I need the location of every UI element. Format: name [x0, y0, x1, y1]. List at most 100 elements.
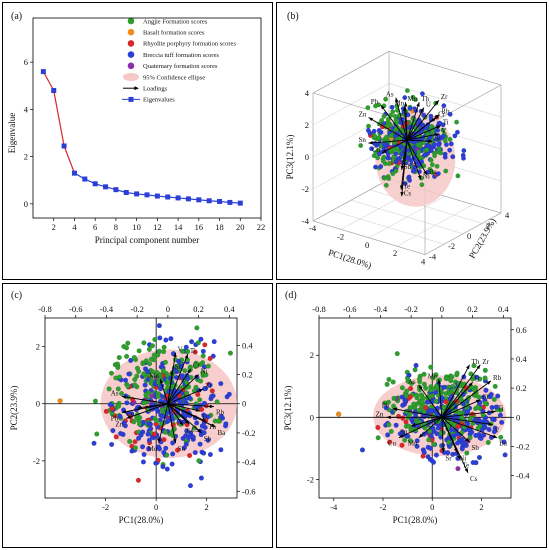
score-point: [471, 363, 477, 369]
loading-label: U: [475, 375, 480, 383]
score-point: [430, 375, 436, 381]
score-point: [132, 439, 138, 445]
y-tick-label: 6: [24, 57, 28, 67]
legend-label: Rhyolite porphyry formation scores: [143, 41, 236, 48]
loading-label: Sn: [400, 428, 408, 436]
score-point: [136, 421, 143, 427]
y-tick-label: -4: [429, 252, 437, 262]
loading-label: U: [202, 413, 207, 421]
loading-arrow-head: [197, 428, 202, 433]
panel-c-biplot-pc1-pc2: (c) V Ti Sr Cr Ni Mn Zr Rb U Th Ba Sb Sn Mo Te Cs Pb As Zn…: [2, 283, 273, 548]
loading-arrow-head: [170, 370, 174, 375]
loading-label: Pb: [111, 414, 119, 422]
scree-plot-svg: (a) Angjie Formation scores Basalt format…: [7, 11, 266, 245]
loading-arrow: [167, 403, 190, 425]
score-point: [124, 353, 130, 359]
score-point: [141, 400, 147, 406]
grid-line: [350, 199, 464, 235]
score-point: [110, 427, 116, 434]
score-point: [108, 370, 114, 376]
score-point: [199, 423, 205, 429]
loading-arrow: [167, 403, 201, 412]
loading-arrow-head: [418, 385, 423, 390]
eigenvalue-line-segment: [42, 71, 55, 91]
score-point: [420, 453, 426, 459]
loading-arrow-head: [157, 438, 162, 444]
score-point: [385, 432, 391, 438]
loading-arrow-head: [400, 165, 405, 170]
score-point: [406, 372, 412, 378]
x-tick-label: 22: [257, 222, 266, 232]
legend-marker: [127, 40, 135, 47]
eigenvalue-point: [227, 199, 233, 205]
score-point: [407, 177, 413, 183]
top-tick-label: 0.2: [467, 304, 478, 314]
score-point: [146, 437, 152, 443]
score-point: [153, 460, 159, 466]
loading-label: Ni: [201, 368, 208, 376]
score-point: [375, 155, 381, 161]
top-tick-label: 0.4: [224, 304, 235, 314]
score-point: [115, 364, 121, 370]
loading-arrow: [137, 403, 168, 409]
score-point: [193, 384, 199, 390]
score-point: [402, 437, 408, 443]
score-point: [440, 133, 446, 139]
score-point: [493, 404, 500, 410]
score-point: [149, 343, 156, 349]
score-point: [145, 431, 151, 437]
loading-label: Mo: [428, 372, 438, 380]
score-point: [481, 394, 487, 400]
score-point: [170, 440, 176, 446]
loading-arrow-head: [434, 100, 439, 105]
score-point: [94, 431, 100, 437]
eigenvalue-point: [71, 170, 77, 176]
score-point: [441, 103, 447, 109]
score-point: [185, 376, 191, 382]
score-point: [125, 340, 131, 346]
score-point: [150, 369, 156, 375]
loading-label: Cu: [388, 440, 397, 448]
score-point: [404, 388, 410, 394]
loading-label: Sb: [472, 444, 480, 452]
y-tick-label: -2: [448, 241, 455, 251]
score-point: [201, 450, 207, 456]
y-tick-label: 2: [486, 220, 490, 230]
score-point: [410, 168, 416, 174]
score-point: [405, 433, 411, 439]
loading-arrow: [438, 379, 443, 418]
loading-label: As: [408, 378, 416, 386]
x-tick-label: 6: [93, 222, 97, 232]
score-point: [201, 412, 207, 418]
y-tick-label: 0: [467, 231, 471, 241]
score-point: [432, 141, 438, 147]
loading-arrow-head: [184, 354, 188, 359]
loading-arrow: [167, 403, 214, 408]
score-point: [140, 444, 146, 450]
loading-arrow-head: [434, 114, 440, 119]
loading-label: Pb: [382, 402, 390, 410]
y-tick-label: -2: [33, 456, 40, 466]
score-point: [440, 122, 446, 128]
score-point: [136, 435, 142, 441]
score-point: [161, 344, 167, 350]
loading-label: Rb: [216, 409, 225, 417]
score-point: [375, 424, 381, 431]
legend-marker: [127, 51, 135, 58]
panel-b-3d-biplot: (b) Zr Rb Cr Ti V Th U Mo As Mn Pb Zn Sn Cu Sr Sb Ba Ni Te…: [276, 2, 547, 280]
x-tick-label: 0: [430, 502, 434, 512]
score-point: [376, 151, 382, 157]
plot-frame: [318, 317, 512, 499]
loading-arrow: [381, 139, 408, 154]
score-point: [431, 441, 437, 447]
loading-arrow-head: [368, 117, 374, 122]
score-point: [103, 408, 109, 414]
score-point: [176, 389, 182, 395]
score-point: [381, 113, 387, 119]
score-point: [163, 445, 169, 451]
score-point: [428, 387, 434, 393]
x-tick-label: 10: [132, 222, 141, 232]
score-point: [109, 441, 115, 448]
legend-ellipse: [123, 73, 139, 81]
score-point: [218, 413, 224, 419]
